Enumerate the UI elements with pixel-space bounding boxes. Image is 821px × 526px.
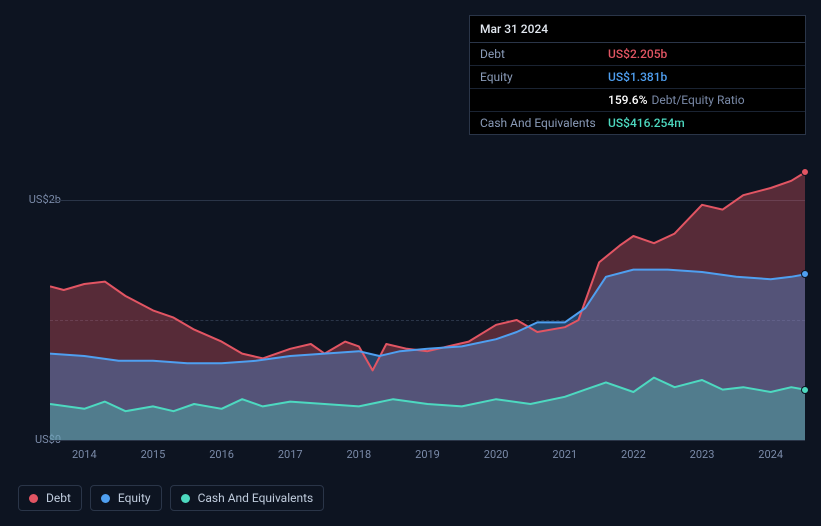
tooltip-row: EquityUS$1.381b [470, 66, 805, 89]
tooltip-row: Cash And EquivalentsUS$416.254m [470, 112, 805, 134]
series-end-marker [801, 386, 809, 394]
legend-dot-icon [101, 494, 110, 503]
legend-label: Cash And Equivalents [198, 491, 314, 505]
tooltip-value: US$1.381b [608, 70, 667, 84]
chart-tooltip: Mar 31 2024 DebtUS$2.205bEquityUS$1.381b… [469, 15, 806, 135]
tooltip-date: Mar 31 2024 [470, 16, 805, 43]
legend-item[interactable]: Cash And Equivalents [170, 485, 325, 511]
x-axis-label: 2017 [278, 448, 303, 461]
series-end-marker [801, 168, 809, 176]
legend-dot-icon [29, 494, 38, 503]
series-end-marker [801, 270, 809, 278]
gridline [50, 440, 805, 441]
x-axis-label: 2022 [621, 448, 646, 461]
x-axis-label: 2018 [346, 448, 371, 461]
tooltip-row: 159.6% Debt/Equity Ratio [470, 89, 805, 112]
tooltip-suffix: Debt/Equity Ratio [651, 93, 744, 107]
tooltip-value: US$2.205b [608, 47, 667, 61]
legend-label: Debt [46, 491, 71, 505]
tooltip-value: US$416.254m [608, 116, 685, 130]
x-axis-label: 2024 [758, 448, 783, 461]
tooltip-label: Equity [480, 70, 608, 84]
legend-item[interactable]: Equity [90, 485, 162, 511]
legend-item[interactable]: Debt [18, 485, 82, 511]
x-axis-label: 2019 [415, 448, 440, 461]
chart-legend: Debt Equity Cash And Equivalents [18, 485, 324, 511]
x-axis-label: 2016 [209, 448, 234, 461]
x-axis-label: 2015 [141, 448, 166, 461]
legend-label: Equity [118, 491, 151, 505]
tooltip-label [480, 93, 608, 107]
x-axis-label: 2014 [72, 448, 97, 461]
tooltip-value: 159.6% [608, 93, 647, 107]
tooltip-label: Cash And Equivalents [480, 116, 608, 130]
tooltip-label: Debt [480, 47, 608, 61]
legend-dot-icon [181, 494, 190, 503]
x-axis-label: 2021 [552, 448, 577, 461]
x-axis-label: 2023 [690, 448, 715, 461]
x-axis-label: 2020 [484, 448, 509, 461]
financial-chart [50, 140, 805, 440]
tooltip-row: DebtUS$2.205b [470, 43, 805, 66]
